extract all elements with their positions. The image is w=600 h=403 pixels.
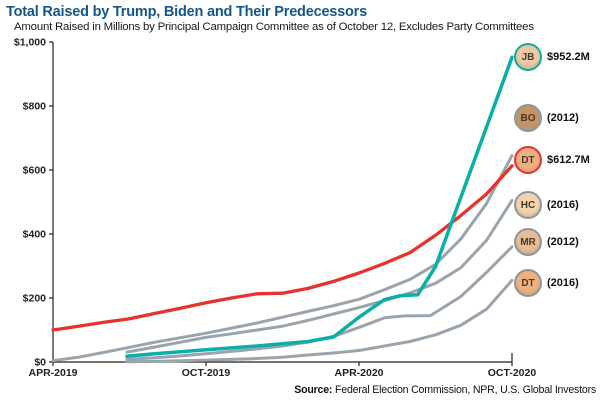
page-title: Total Raised by Trump, Biden and Their P… [6, 4, 367, 20]
avatar-romney-2012-photo: MR [514, 228, 542, 256]
legend-label-obama-2012: (2012) [547, 112, 579, 124]
legend-row-romney-2012: MR (2012) [514, 228, 579, 256]
x-tick-label: APR-2020 [334, 367, 383, 379]
chart-line-obama-2012 [51, 154, 514, 363]
legend-row-biden: JB $952.2M [514, 43, 590, 71]
x-tick-label: OCT-2020 [488, 367, 537, 379]
legend-label-romney-2012: (2012) [547, 236, 579, 248]
chart-line-clinton-2016 [125, 198, 514, 354]
avatar-obama-2012-photo: BO [514, 104, 542, 132]
y-tick-label: $0 [34, 357, 46, 369]
avatar-trump-2016-photo: DT [514, 269, 542, 297]
x-tick-label: OCT-2019 [182, 367, 231, 379]
source-text: Federal Election Commission, NPR, U.S. G… [332, 384, 596, 396]
y-tick-label: $200 [23, 293, 47, 305]
x-tick-label: APR-2019 [28, 367, 77, 379]
source-label: Source: [294, 384, 333, 396]
chart-line-trump-2020 [51, 164, 514, 332]
source-note: Source: Federal Election Commission, NPR… [294, 384, 596, 396]
legend-label-trump-2016: (2016) [547, 277, 579, 289]
legend-label-biden: $952.2M [547, 51, 590, 63]
y-tick-label: $800 [23, 101, 47, 113]
y-tick-label: $400 [23, 229, 47, 241]
legend-row-clinton-2016: HC (2016) [514, 191, 579, 219]
y-tick-label: $1,000 [14, 37, 46, 49]
avatar-clinton-2016-photo: HC [514, 191, 542, 219]
chart-line-biden-2020 [125, 55, 514, 358]
avatar-biden-photo: JB [514, 43, 542, 71]
legend-label-clinton-2016: (2016) [547, 199, 579, 211]
legend-row-obama-2012: BO (2012) [514, 104, 579, 132]
chart-subtitle: Amount Raised in Millions by Principal C… [14, 21, 534, 33]
legend-row-trump-2016: DT (2016) [514, 269, 579, 297]
avatar-trump-2020-photo: DT [514, 146, 542, 174]
chart-line-trump-2016 [125, 278, 514, 364]
y-tick-label: $600 [23, 165, 47, 177]
legend-label-trump-2020: $612.7M [547, 154, 590, 166]
legend-row-trump-2020: DT $612.7M [514, 146, 590, 174]
